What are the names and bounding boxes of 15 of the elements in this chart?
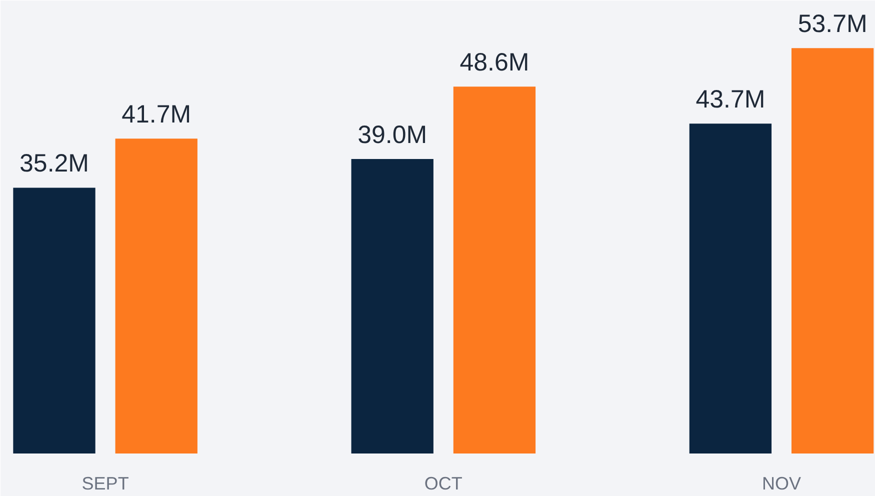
bar <box>13 188 96 454</box>
data-label: 35.2M <box>20 150 89 178</box>
bar <box>689 124 772 454</box>
data-label: 48.6M <box>460 48 530 77</box>
bar <box>115 138 198 454</box>
bar <box>351 159 434 454</box>
bar <box>453 86 536 454</box>
bar <box>791 48 874 454</box>
x-tick-label: OCT <box>424 474 462 494</box>
data-label: 41.7M <box>122 100 192 129</box>
data-label: 43.7M <box>696 86 766 114</box>
data-label: 39.0M <box>358 121 428 150</box>
x-tick-label: NOV <box>762 474 802 494</box>
data-label: 53.7M <box>798 10 868 38</box>
x-tick-label: SEPT <box>82 474 129 494</box>
